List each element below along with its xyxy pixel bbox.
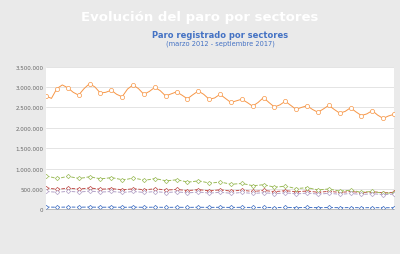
Text: Paro registrado por sectores: Paro registrado por sectores xyxy=(152,30,288,39)
Text: (marzo 2012 - septiembre 2017): (marzo 2012 - septiembre 2017) xyxy=(166,41,274,47)
Text: Evolución del paro por sectores: Evolución del paro por sectores xyxy=(81,11,319,24)
